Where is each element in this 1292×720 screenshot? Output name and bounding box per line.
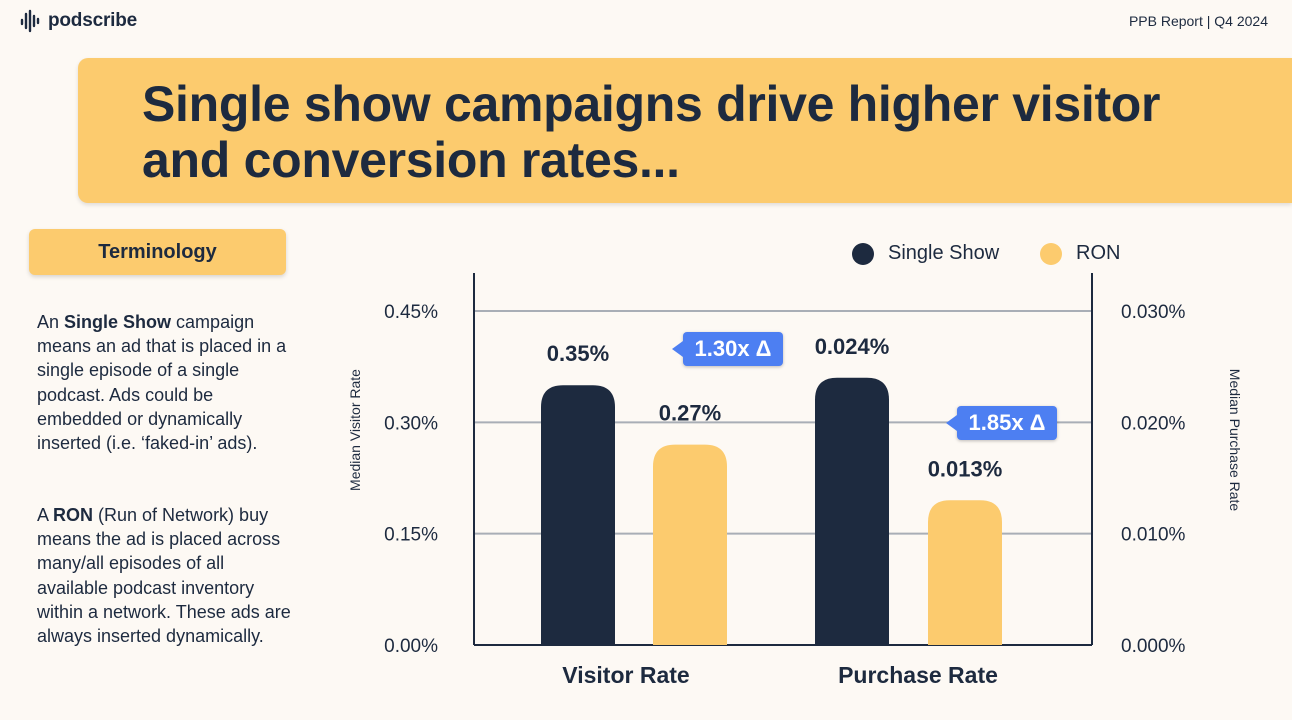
bar-ron-purchase-rate bbox=[928, 500, 1002, 645]
page-title: Single show campaigns drive higher visit… bbox=[142, 76, 1262, 188]
legend-item-ron: RON bbox=[1040, 242, 1120, 265]
report-tag: PPB Report | Q4 2024 bbox=[1128, 13, 1268, 29]
bar-ron-visitor-rate bbox=[653, 444, 727, 645]
right-tick-label: 0.020% bbox=[1121, 413, 1186, 434]
visitor-rate-delta-callout: 1.30x Δ bbox=[672, 332, 783, 366]
brand-name: podscribe bbox=[48, 10, 137, 31]
bar-single-show-purchase-rate bbox=[815, 377, 889, 645]
waveform-logo-icon bbox=[20, 9, 40, 33]
left-tick-label: 0.45% bbox=[384, 302, 438, 323]
ron-definition: A RON (Run of Network) buy means the ad … bbox=[37, 505, 291, 647]
legend-swatch-ron bbox=[1040, 242, 1062, 265]
page-title-line2: and conversion rates... bbox=[142, 132, 680, 188]
right-tick-label: 0.000% bbox=[1121, 636, 1186, 657]
terminology-heading: Terminology bbox=[29, 229, 286, 275]
legend-label-ron: RON bbox=[1076, 242, 1121, 264]
bar-value-label: 0.27% bbox=[659, 401, 721, 426]
brand-logo: podscribe bbox=[20, 8, 137, 34]
bar-single-show-visitor-rate bbox=[541, 385, 615, 645]
left-tick-label: 0.00% bbox=[384, 636, 438, 657]
category-label: Visitor Rate bbox=[562, 662, 689, 688]
bar-value-label: 0.013% bbox=[928, 456, 1003, 481]
legend-label-single-show: Single Show bbox=[888, 242, 1000, 264]
right-tick-label: 0.010% bbox=[1121, 525, 1186, 546]
legend-swatch-single-show bbox=[852, 242, 874, 265]
bar-value-label: 0.35% bbox=[547, 341, 609, 366]
purchase-rate-delta-callout: 1.85x Δ bbox=[946, 406, 1057, 440]
single-show-definition: An Single Show campaign means an ad that… bbox=[37, 312, 287, 454]
left-axis-title: Median Visitor Rate bbox=[347, 369, 363, 491]
category-label: Purchase Rate bbox=[838, 662, 998, 688]
left-tick-label: 0.30% bbox=[384, 413, 438, 434]
bar-value-label: 0.024% bbox=[815, 334, 890, 359]
left-tick-label: 0.15% bbox=[384, 525, 438, 546]
right-axis-title: Median Purchase Rate bbox=[1227, 369, 1243, 512]
legend-item-single-show: Single Show bbox=[852, 242, 999, 265]
page-title-line1: Single show campaigns drive higher visit… bbox=[142, 76, 1161, 132]
right-tick-label: 0.030% bbox=[1121, 302, 1186, 323]
title-banner: Single show campaigns drive higher visit… bbox=[78, 58, 1292, 203]
